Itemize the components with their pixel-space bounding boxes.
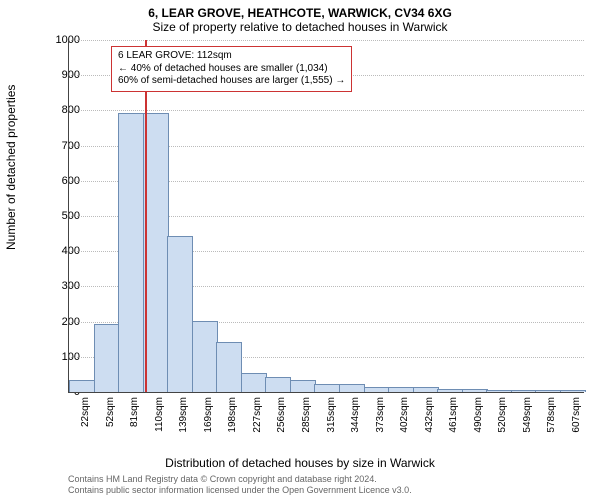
histogram-bar xyxy=(265,377,291,392)
x-tick: 285sqm xyxy=(301,397,312,447)
attribution-line-1: Contains HM Land Registry data © Crown c… xyxy=(68,474,412,485)
histogram-plot: 6 LEAR GROVE: 112sqm ← 40% of detached h… xyxy=(68,40,584,393)
x-tick: 402sqm xyxy=(399,397,410,447)
property-marker-line xyxy=(145,40,147,392)
x-tick: 344sqm xyxy=(350,397,361,447)
x-tick: 227sqm xyxy=(252,397,263,447)
x-tick: 490sqm xyxy=(473,397,484,447)
x-tick: 373sqm xyxy=(375,397,386,447)
histogram-bar xyxy=(339,384,365,392)
x-tick: 256sqm xyxy=(276,397,287,447)
histogram-bar xyxy=(560,390,586,392)
histogram-bar xyxy=(511,390,537,392)
histogram-bar xyxy=(94,324,120,392)
y-axis-label: Number of detached properties xyxy=(4,85,18,250)
callout-box: 6 LEAR GROVE: 112sqm ← 40% of detached h… xyxy=(111,46,352,92)
histogram-bar xyxy=(118,113,144,392)
histogram-bar xyxy=(388,387,414,392)
x-tick: 81sqm xyxy=(129,397,140,447)
histogram-bar xyxy=(216,342,242,392)
x-tick: 110sqm xyxy=(154,397,165,447)
x-tick: 578sqm xyxy=(546,397,557,447)
x-tick: 315sqm xyxy=(326,397,337,447)
histogram-bar xyxy=(364,387,390,392)
histogram-bar xyxy=(69,380,95,392)
attribution-line-2: Contains public sector information licen… xyxy=(68,485,412,496)
x-tick: 198sqm xyxy=(227,397,238,447)
histogram-bar xyxy=(486,390,512,392)
histogram-bar xyxy=(167,236,193,392)
histogram-bar xyxy=(437,389,463,392)
x-tick: 461sqm xyxy=(448,397,459,447)
x-tick: 520sqm xyxy=(497,397,508,447)
histogram-bar xyxy=(535,390,561,392)
histogram-bar xyxy=(192,321,218,392)
x-tick: 432sqm xyxy=(424,397,435,447)
histogram-bar xyxy=(290,380,316,392)
x-tick: 549sqm xyxy=(522,397,533,447)
histogram-bar xyxy=(241,373,267,392)
page-title-sub: Size of property relative to detached ho… xyxy=(0,20,600,34)
histogram-bar xyxy=(413,387,439,392)
histogram-bar xyxy=(314,384,340,392)
histogram-bar xyxy=(462,389,488,392)
callout-line-1: 6 LEAR GROVE: 112sqm xyxy=(118,50,345,63)
x-tick: 169sqm xyxy=(203,397,214,447)
x-tick: 52sqm xyxy=(105,397,116,447)
callout-line-3: 60% of semi-detached houses are larger (… xyxy=(118,75,345,88)
x-tick: 139sqm xyxy=(178,397,189,447)
callout-line-2: ← 40% of detached houses are smaller (1,… xyxy=(118,63,345,76)
attribution: Contains HM Land Registry data © Crown c… xyxy=(68,474,412,496)
x-tick: 607sqm xyxy=(571,397,582,447)
x-tick: 22sqm xyxy=(80,397,91,447)
page-title-main: 6, LEAR GROVE, HEATHCOTE, WARWICK, CV34 … xyxy=(0,0,600,20)
x-axis-label: Distribution of detached houses by size … xyxy=(0,456,600,470)
